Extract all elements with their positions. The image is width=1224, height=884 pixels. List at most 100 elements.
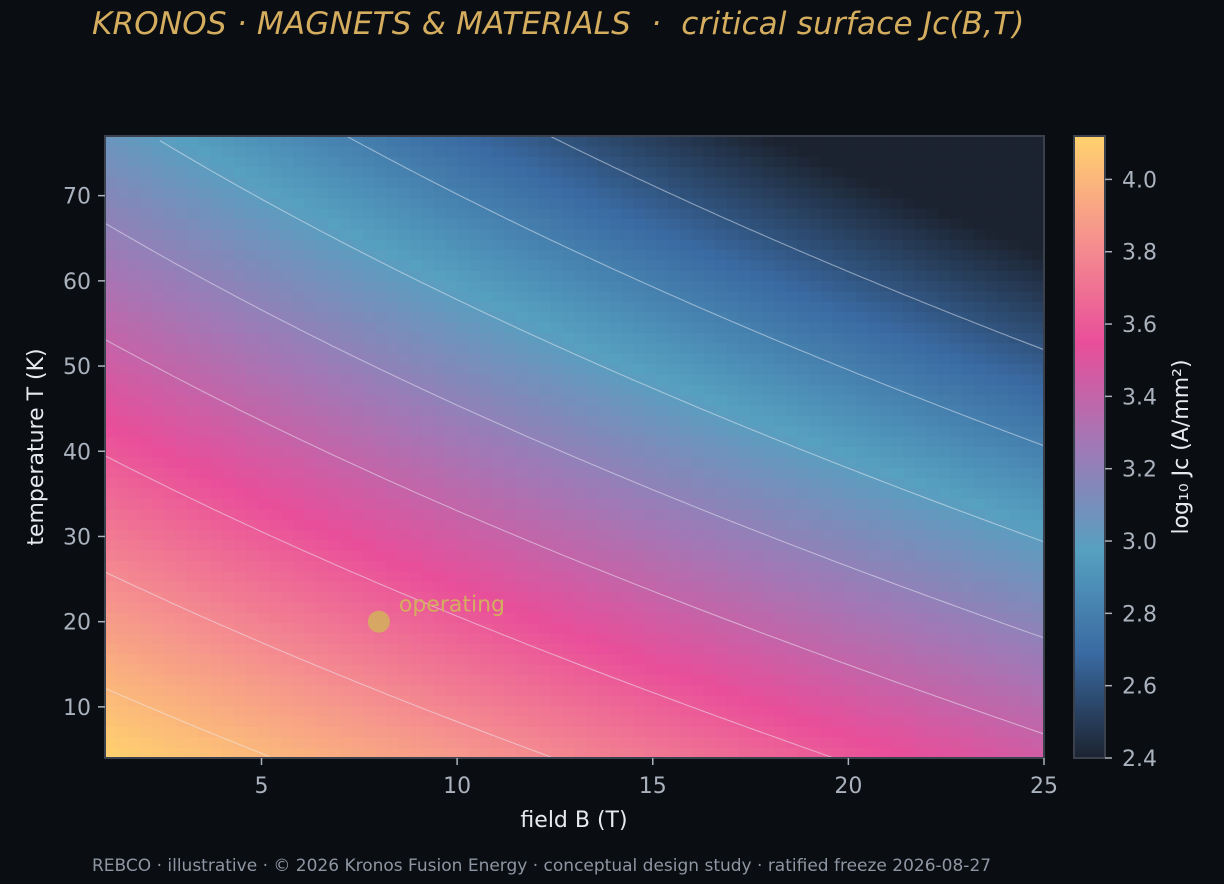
heatmap-cell xyxy=(750,405,763,417)
heatmap-cell xyxy=(691,457,705,469)
heatmap-cell xyxy=(140,747,153,758)
heatmap-cell xyxy=(140,156,153,168)
heatmap-cell xyxy=(903,177,916,189)
heatmap-cell xyxy=(832,229,846,241)
heatmap-cell xyxy=(245,467,259,479)
heatmap-cell xyxy=(1008,156,1022,168)
heatmap-cell xyxy=(809,291,822,303)
heatmap-cell xyxy=(809,685,822,697)
heatmap-cell xyxy=(774,509,787,521)
heatmap-cell xyxy=(163,633,177,645)
heatmap-cell xyxy=(410,198,423,210)
heatmap-cell xyxy=(703,426,716,438)
heatmap-cell xyxy=(785,218,799,230)
heatmap-cell xyxy=(374,509,388,521)
heatmap-cell xyxy=(562,540,576,552)
heatmap-cell xyxy=(738,405,752,417)
heatmap-cell xyxy=(433,561,446,572)
heatmap-cell xyxy=(163,187,177,199)
heatmap-cell xyxy=(961,405,975,417)
heatmap-cell xyxy=(691,343,705,355)
heatmap-cell xyxy=(328,519,341,531)
heatmap-cell xyxy=(386,146,400,158)
heatmap-cell xyxy=(128,301,141,313)
heatmap-cell xyxy=(445,602,458,614)
heatmap-cell xyxy=(386,415,400,427)
heatmap-cell xyxy=(504,519,517,531)
heatmap-cell xyxy=(386,270,400,282)
heatmap-cell xyxy=(1008,633,1022,645)
heatmap-cell xyxy=(527,364,540,376)
heatmap-cell xyxy=(339,550,353,562)
heatmap-cell xyxy=(1008,343,1022,355)
heatmap-cell xyxy=(281,447,294,458)
heatmap-cell xyxy=(797,167,810,179)
chart-title: KRONOS · MAGNETS & MATERIALS · critical … xyxy=(92,6,1025,42)
heatmap-cell xyxy=(316,353,329,365)
heatmap-cell xyxy=(363,187,376,199)
heatmap-cell xyxy=(832,612,846,624)
heatmap-cell xyxy=(163,488,177,500)
heatmap-cell xyxy=(210,488,223,500)
heatmap-cell xyxy=(797,592,810,604)
heatmap-cell xyxy=(597,498,611,510)
heatmap-cell xyxy=(257,156,270,168)
heatmap-cell xyxy=(668,415,681,427)
heatmap-cell xyxy=(715,364,728,376)
heatmap-cell xyxy=(891,716,904,728)
heatmap-cell xyxy=(1008,716,1022,728)
heatmap-cell xyxy=(903,716,916,728)
heatmap-cell xyxy=(128,332,141,344)
heatmap-cell xyxy=(316,726,329,738)
heatmap-cell xyxy=(680,364,693,376)
heatmap-cell xyxy=(715,301,728,313)
heatmap-cell xyxy=(234,156,247,168)
heatmap-cell xyxy=(562,467,576,479)
heatmap-cell xyxy=(480,467,493,479)
heatmap-cell xyxy=(198,478,212,490)
heatmap-cell xyxy=(914,146,928,158)
heatmap-cell xyxy=(457,436,470,448)
heatmap-cell xyxy=(668,353,681,365)
heatmap-cell xyxy=(163,571,177,583)
heatmap-cell xyxy=(856,353,869,365)
heatmap-cell xyxy=(163,457,177,469)
heatmap-cell xyxy=(480,498,493,510)
heatmap-cell xyxy=(832,643,846,655)
heatmap-cell xyxy=(609,156,623,168)
heatmap-cell xyxy=(738,447,752,458)
heatmap-cell xyxy=(492,509,505,521)
heatmap-cell xyxy=(762,374,775,386)
heatmap-cell xyxy=(269,498,282,510)
heatmap-cell xyxy=(774,457,787,469)
heatmap-cell xyxy=(809,602,822,614)
heatmap-cell xyxy=(680,561,693,572)
heatmap-cell xyxy=(738,581,752,593)
heatmap-cell xyxy=(867,726,881,738)
heatmap-cell xyxy=(961,167,975,179)
heatmap-cell xyxy=(269,332,282,344)
heatmap-cell xyxy=(832,706,846,718)
heatmap-cell xyxy=(175,571,188,583)
heatmap-cell xyxy=(480,726,493,738)
heatmap-cell xyxy=(750,218,763,230)
heatmap-cell xyxy=(222,457,235,469)
heatmap-cell xyxy=(187,581,200,593)
heatmap-cell xyxy=(985,415,998,427)
heatmap-cell xyxy=(339,405,353,417)
heatmap-cell xyxy=(539,187,552,199)
heatmap-cell xyxy=(961,312,975,324)
heatmap-cell xyxy=(316,436,329,448)
heatmap-cell xyxy=(386,498,400,510)
heatmap-cell xyxy=(856,405,869,417)
heatmap-cell xyxy=(234,405,247,417)
heatmap-cell xyxy=(820,301,834,313)
heatmap-cell xyxy=(691,332,705,344)
heatmap-cell xyxy=(586,643,599,655)
heatmap-cell xyxy=(715,706,728,718)
heatmap-cell xyxy=(539,281,552,293)
heatmap-cell xyxy=(292,633,306,645)
heatmap-cell xyxy=(551,706,564,718)
heatmap-cell xyxy=(797,633,810,645)
heatmap-cell xyxy=(586,187,599,199)
